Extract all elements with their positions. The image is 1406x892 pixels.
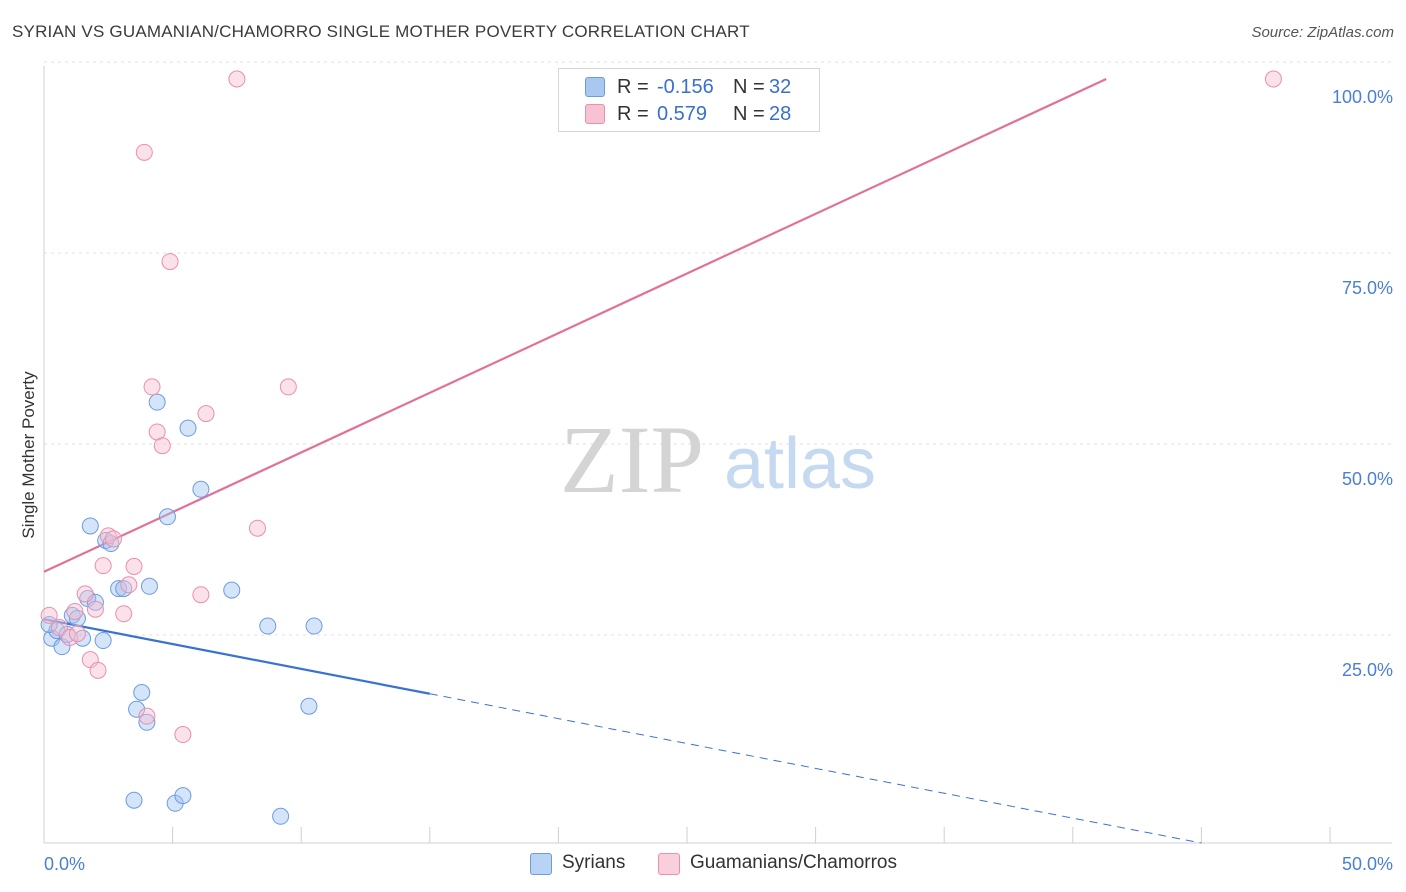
r-label: R =: [617, 103, 649, 125]
grid-lines: [44, 61, 1392, 636]
syrians-point: [125, 791, 143, 809]
syrians-point: [138, 713, 156, 731]
legend-label: Syrians: [562, 852, 626, 873]
guamanians-legend-swatch: [658, 853, 680, 875]
syrians-point: [272, 807, 290, 825]
guamanians-point: [86, 600, 104, 618]
guamanians-point: [68, 625, 86, 643]
source-label: Source: ZipAtlas.com: [1251, 24, 1394, 41]
syrians-point: [174, 787, 192, 805]
guamanians-point: [40, 606, 58, 624]
guamanians-point: [174, 726, 192, 744]
syrians-point: [40, 615, 58, 633]
chart-title: SYRIAN VS GUAMANIAN/CHAMORRO SINGLE MOTH…: [12, 22, 750, 41]
syrians-point: [148, 393, 166, 411]
r-value: -0.156: [657, 76, 714, 98]
syrians-point: [158, 508, 176, 526]
guamanians-point: [120, 576, 138, 594]
trend-line-guamanians: [43, 78, 1107, 573]
syrians-point: [68, 609, 86, 627]
syrians-point: [259, 617, 277, 635]
guamanians-point: [104, 530, 122, 548]
r-value: 0.579: [657, 103, 708, 125]
guamanians-point: [1264, 70, 1282, 88]
guamanians-point: [279, 378, 297, 396]
watermark: ZIP atlas: [560, 406, 876, 513]
n-value: 32: [769, 76, 792, 98]
guamanians-point: [89, 661, 107, 679]
guamanians-point: [161, 253, 179, 271]
x-tick-label: 0.0%: [44, 854, 85, 874]
n-value: 28: [769, 103, 792, 125]
stats-row-syrians: R = -0.156 N = 32: [559, 74, 819, 100]
correlation-stats-box: R = -0.156 N = 32 R = 0.579 N = 28: [558, 68, 820, 132]
guamanians-point: [115, 605, 133, 623]
syrians-point: [140, 577, 158, 595]
syrians-legend-swatch: [530, 853, 552, 875]
guamanians-point: [61, 628, 79, 646]
axes: [43, 66, 1392, 844]
r-label: R =: [617, 76, 649, 98]
syrians-point: [128, 700, 146, 718]
syrians-point: [110, 580, 128, 598]
y-tick-label: 25.0%: [1342, 660, 1393, 680]
guamanians-point: [66, 603, 84, 621]
syrians-point: [133, 683, 151, 701]
watermark-zip: ZIP: [560, 406, 704, 513]
syrians-point: [223, 581, 241, 599]
syrians-point: [81, 517, 99, 535]
tick-labels: 25.0% 50.0% 75.0% 100.0% 0.0% 50.0%: [44, 87, 1393, 874]
y-tick-label: 50.0%: [1342, 469, 1393, 489]
guamanians-swatch: [585, 104, 605, 124]
guamanians-point: [192, 586, 210, 604]
guamanians-point: [248, 519, 266, 537]
syrians-point: [305, 617, 323, 635]
trend-line-extension: [429, 693, 1202, 844]
guamanians-point: [50, 619, 68, 637]
guamanians-point: [94, 557, 112, 575]
syrians-point: [74, 629, 92, 647]
guamanians-point: [138, 707, 156, 725]
y-tick-label: 75.0%: [1342, 278, 1393, 298]
syrians-point: [179, 419, 197, 437]
y-axis-label: Single Mother Poverty: [19, 371, 38, 539]
data-points: [40, 70, 1282, 825]
guamanians-point: [143, 378, 161, 396]
guamanians-point: [125, 557, 143, 575]
stats-row-guamanians: R = 0.579 N = 28: [559, 101, 819, 127]
syrians-point: [300, 697, 318, 715]
syrians-point: [192, 480, 210, 498]
guamanians-point: [76, 585, 94, 603]
guamanians-point: [228, 70, 246, 88]
n-label: N =: [733, 76, 765, 98]
n-label: N =: [733, 103, 765, 125]
guamanians-point: [135, 143, 153, 161]
guamanians-point: [99, 527, 117, 545]
x-tick-label: 50.0%: [1342, 854, 1393, 874]
syrians-swatch: [585, 77, 605, 97]
watermark-atlas: atlas: [724, 424, 876, 504]
guamanians-point: [153, 437, 171, 455]
trend-line-syrians: [43, 618, 431, 695]
guamanians-point: [197, 405, 215, 423]
syrians-point: [94, 632, 112, 650]
legend-label: Guamanians/Chamorros: [690, 852, 897, 873]
y-tick-label: 100.0%: [1332, 87, 1393, 107]
trend-lines: [43, 78, 1202, 844]
